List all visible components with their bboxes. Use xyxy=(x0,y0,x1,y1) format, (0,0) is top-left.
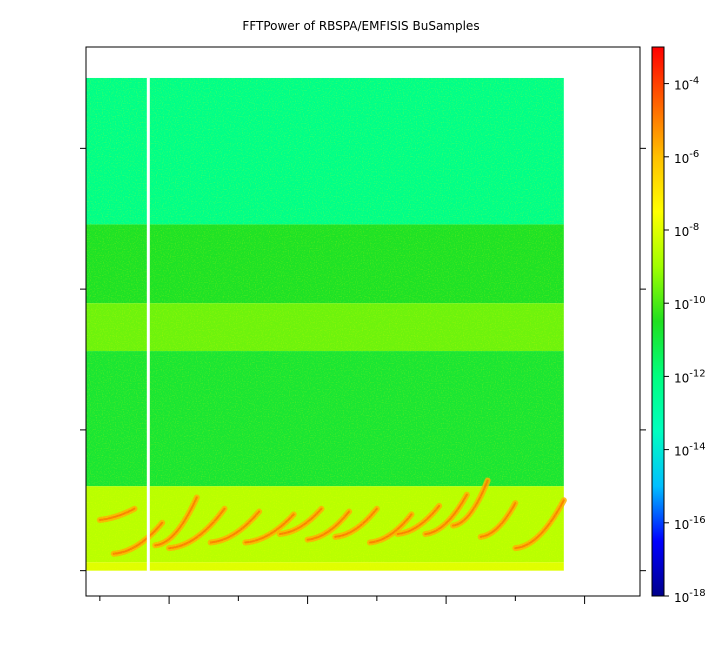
colorbar-tick-label-0: 10-4 xyxy=(674,76,699,93)
colorbar-tick-exponent-4: -12 xyxy=(689,368,705,379)
colorbar-tick-base-1: 10 xyxy=(674,152,689,166)
colorbar-tick-base-0: 10 xyxy=(674,79,689,93)
colorbar-tick-label-4: 10-12 xyxy=(674,368,706,385)
colorbar-tick-base-6: 10 xyxy=(674,518,689,532)
colorbar-tick-label-6: 10-16 xyxy=(674,515,706,532)
colorbar-tick-exponent-2: -8 xyxy=(689,222,699,233)
colorbar-tick-base-7: 10 xyxy=(674,591,689,605)
colorbar-tick-exponent-0: -4 xyxy=(689,76,699,87)
colorbar-tick-label-2: 10-8 xyxy=(674,222,699,239)
y-axis xyxy=(80,147,646,572)
colorbar-tick-base-2: 10 xyxy=(674,225,689,239)
colorbar-tick-exponent-3: -10 xyxy=(689,295,705,306)
colorbar-tick-base-3: 10 xyxy=(674,298,689,312)
colorbar xyxy=(651,46,665,597)
colorbar-tick-label-1: 10-6 xyxy=(674,149,699,166)
colorbar-tick-base-5: 10 xyxy=(674,445,689,459)
colorbar-tick-exponent-7: -18 xyxy=(689,588,705,599)
colorbar-tick-label-7: 10-18 xyxy=(674,588,706,605)
colorbar-tick-label-5: 10-14 xyxy=(674,442,706,459)
data-gap xyxy=(146,77,150,573)
colorbar-tick-exponent-6: -16 xyxy=(689,515,705,526)
colorbar-tick-exponent-5: -14 xyxy=(689,442,705,453)
plot-frame xyxy=(85,46,641,597)
x-axis xyxy=(99,596,586,604)
colorbar-tick-label-3: 10-10 xyxy=(674,295,706,312)
plot-area xyxy=(86,77,567,573)
colorbar-tick-exponent-1: -6 xyxy=(689,149,699,160)
colorbar-tick-base-4: 10 xyxy=(674,371,689,385)
chart-title: FFTPower of RBSPA/EMFISIS BuSamples xyxy=(242,19,479,33)
spectrogram-speckle xyxy=(86,77,564,571)
